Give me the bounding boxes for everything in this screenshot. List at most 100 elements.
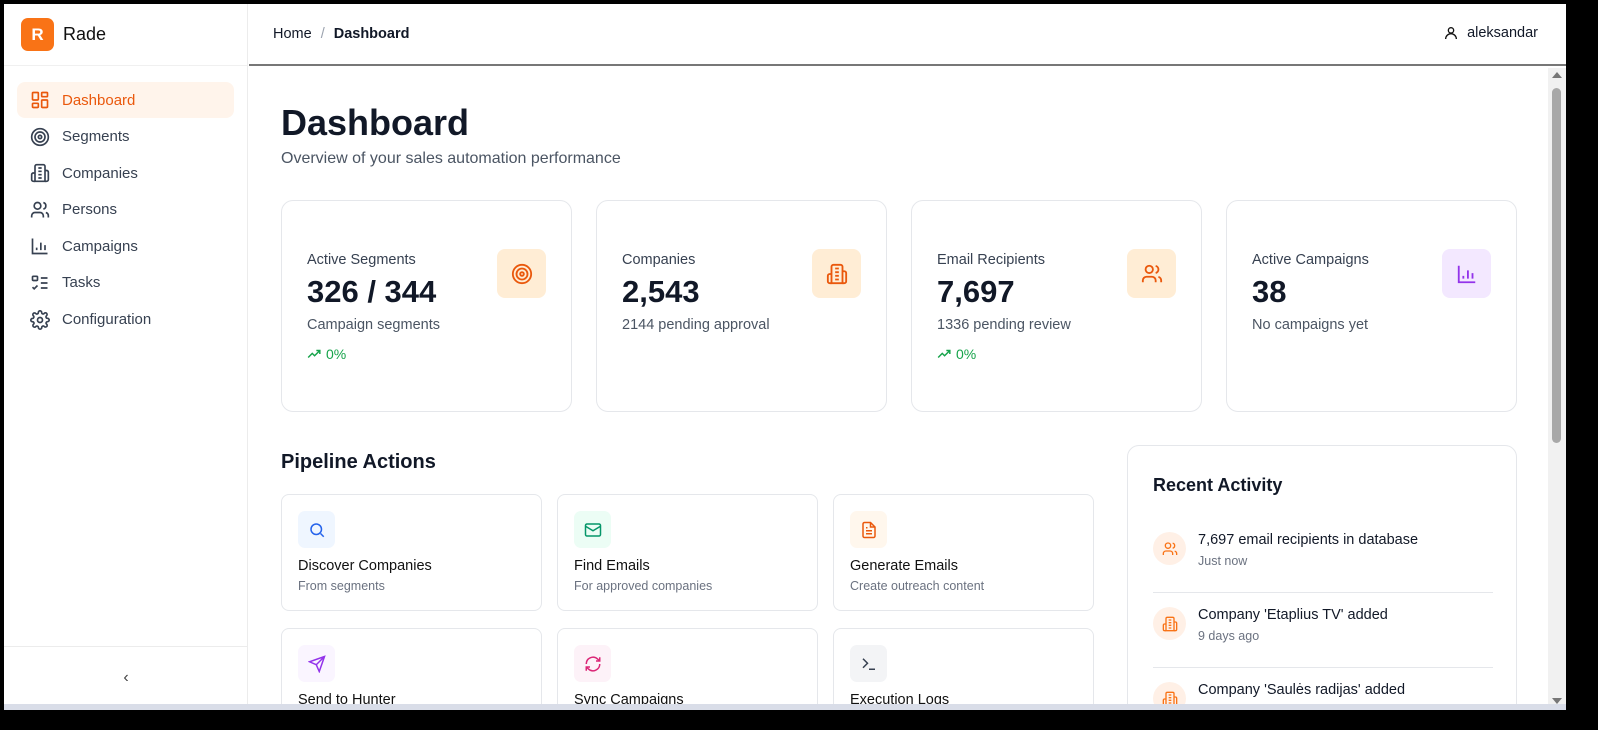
scrollbar[interactable] bbox=[1548, 68, 1566, 708]
activity-text: Company 'Etaplius TV' added bbox=[1198, 607, 1388, 623]
window-bottom-edge bbox=[4, 704, 1566, 710]
brand-name: Rade bbox=[63, 24, 107, 44]
bar-chart-icon bbox=[1442, 249, 1491, 298]
stat-note: 1336 pending review bbox=[937, 317, 1071, 333]
sidebar-item-dashboard[interactable]: Dashboard bbox=[17, 82, 234, 118]
user-menu[interactable]: aleksandar bbox=[1443, 25, 1538, 41]
stat-label: Active Segments bbox=[307, 252, 416, 268]
stat-card-active-campaigns: Active Campaigns 38 No campaigns yet bbox=[1226, 200, 1517, 412]
execution-logs-button[interactable]: Execution Logs bbox=[833, 628, 1094, 708]
stat-card-companies: Companies 2,543 2144 pending approval bbox=[596, 200, 887, 412]
building-icon bbox=[1153, 607, 1186, 640]
sidebar-item-label: Dashboard bbox=[62, 91, 136, 109]
breadcrumb-home[interactable]: Home bbox=[273, 26, 312, 42]
sidebar-item-persons[interactable]: Persons bbox=[17, 192, 234, 228]
stat-card-email-recipients: Email Recipients 7,697 1336 pending revi… bbox=[911, 200, 1202, 412]
activity-text: Company 'Saulės radijas' added bbox=[1198, 682, 1406, 698]
top-bar: Home / Dashboard aleksandar bbox=[249, 4, 1566, 66]
file-text-icon bbox=[850, 511, 887, 548]
stat-value: 38 bbox=[1252, 274, 1287, 309]
sidebar-nav: Dashboard Segments Companies Persons Cam… bbox=[4, 66, 247, 354]
pipeline-title: Pipeline Actions bbox=[281, 451, 436, 473]
stat-trend: 0% bbox=[937, 346, 976, 362]
action-desc: For approved companies bbox=[574, 579, 713, 593]
action-title: Generate Emails bbox=[850, 558, 958, 574]
brand[interactable]: R Rade bbox=[4, 4, 247, 66]
mail-icon bbox=[574, 511, 611, 548]
scroll-down-arrow[interactable] bbox=[1552, 698, 1562, 704]
page-title: Dashboard bbox=[281, 102, 470, 143]
sidebar-item-segments[interactable]: Segments bbox=[17, 119, 234, 155]
sidebar-item-label: Campaigns bbox=[62, 237, 138, 255]
refresh-icon bbox=[574, 645, 611, 682]
sidebar-item-label: Companies bbox=[62, 164, 138, 182]
recent-activity-card: Recent Activity 7,697 email recipients i… bbox=[1127, 445, 1517, 708]
building-icon bbox=[30, 164, 50, 183]
trend-value: 0% bbox=[956, 346, 977, 362]
users-icon bbox=[1153, 532, 1186, 565]
trend-value: 0% bbox=[326, 346, 347, 362]
stat-note: Campaign segments bbox=[307, 317, 440, 333]
activity-item: Company 'Etaplius TV' added 9 days ago bbox=[1153, 607, 1493, 681]
discover-companies-button[interactable]: Discover Companies From segments bbox=[281, 494, 542, 611]
app-window: R Rade Dashboard Segments Companies Pers… bbox=[4, 4, 1566, 708]
send-to-hunter-button[interactable]: Send to Hunter bbox=[281, 628, 542, 708]
divider bbox=[1153, 667, 1493, 668]
stat-label: Companies bbox=[622, 252, 696, 268]
stat-card-active-segments: Active Segments 326 / 344 Campaign segme… bbox=[281, 200, 572, 412]
generate-emails-button[interactable]: Generate Emails Create outreach content bbox=[833, 494, 1094, 611]
scroll-up-arrow[interactable] bbox=[1552, 72, 1562, 78]
action-desc: Create outreach content bbox=[850, 579, 985, 593]
stat-trend: 0% bbox=[307, 346, 346, 362]
stat-note: 2144 pending approval bbox=[622, 317, 770, 333]
activity-text: 7,697 email recipients in database bbox=[1198, 532, 1419, 548]
list-checks-icon bbox=[31, 275, 48, 290]
scrollbar-thumb[interactable] bbox=[1552, 88, 1561, 443]
sidebar-item-label: Segments bbox=[62, 128, 130, 146]
target-icon bbox=[497, 249, 546, 298]
chevron-left-icon: ‹ bbox=[123, 668, 129, 686]
terminal-icon bbox=[850, 645, 887, 682]
action-desc: From segments bbox=[298, 579, 385, 593]
main-content: Dashboard Overview of your sales automat… bbox=[249, 68, 1548, 708]
collapse-sidebar-button[interactable]: ‹ bbox=[4, 646, 248, 708]
sync-campaigns-button[interactable]: Sync Campaigns bbox=[557, 628, 818, 708]
users-icon bbox=[1127, 249, 1176, 298]
action-title: Find Emails bbox=[574, 558, 650, 574]
gear-icon bbox=[30, 309, 50, 330]
activity-time: 9 days ago bbox=[1198, 629, 1260, 643]
activity-time: Just now bbox=[1198, 554, 1248, 568]
stat-value: 7,697 bbox=[937, 274, 1015, 309]
sidebar-item-configuration[interactable]: Configuration bbox=[17, 302, 234, 338]
divider bbox=[1153, 592, 1493, 593]
page-subtitle: Overview of your sales automation perfor… bbox=[281, 150, 621, 167]
sidebar-item-label: Tasks bbox=[62, 274, 101, 292]
search-icon bbox=[298, 511, 335, 548]
stat-note: No campaigns yet bbox=[1252, 317, 1369, 333]
sidebar: R Rade Dashboard Segments Companies Pers… bbox=[4, 4, 248, 708]
layout-dashboard-icon bbox=[31, 91, 49, 109]
bar-chart-icon bbox=[31, 238, 48, 255]
sidebar-item-campaigns[interactable]: Campaigns bbox=[17, 228, 234, 264]
find-emails-button[interactable]: Find Emails For approved companies bbox=[557, 494, 818, 611]
username: aleksandar bbox=[1467, 25, 1538, 41]
sidebar-item-tasks[interactable]: Tasks bbox=[17, 265, 234, 301]
stat-value: 326 / 344 bbox=[307, 274, 437, 309]
target-icon bbox=[30, 127, 50, 146]
users-icon bbox=[30, 201, 50, 218]
recent-activity-title: Recent Activity bbox=[1153, 475, 1283, 495]
sidebar-item-label: Persons bbox=[62, 201, 118, 219]
action-title: Discover Companies bbox=[298, 558, 432, 574]
user-icon bbox=[1445, 27, 1458, 40]
trending-up-icon bbox=[937, 349, 951, 359]
stat-label: Active Campaigns bbox=[1252, 252, 1369, 268]
breadcrumb-separator: / bbox=[320, 26, 325, 42]
sidebar-item-companies[interactable]: Companies bbox=[17, 155, 234, 191]
breadcrumb-current: Dashboard bbox=[333, 26, 410, 42]
logo: R bbox=[21, 18, 54, 51]
trending-up-icon bbox=[307, 349, 321, 359]
stat-label: Email Recipients bbox=[937, 252, 1045, 268]
activity-item: 7,697 email recipients in database Just … bbox=[1153, 532, 1493, 606]
sidebar-item-label: Configuration bbox=[62, 311, 152, 329]
building-icon bbox=[812, 249, 861, 298]
